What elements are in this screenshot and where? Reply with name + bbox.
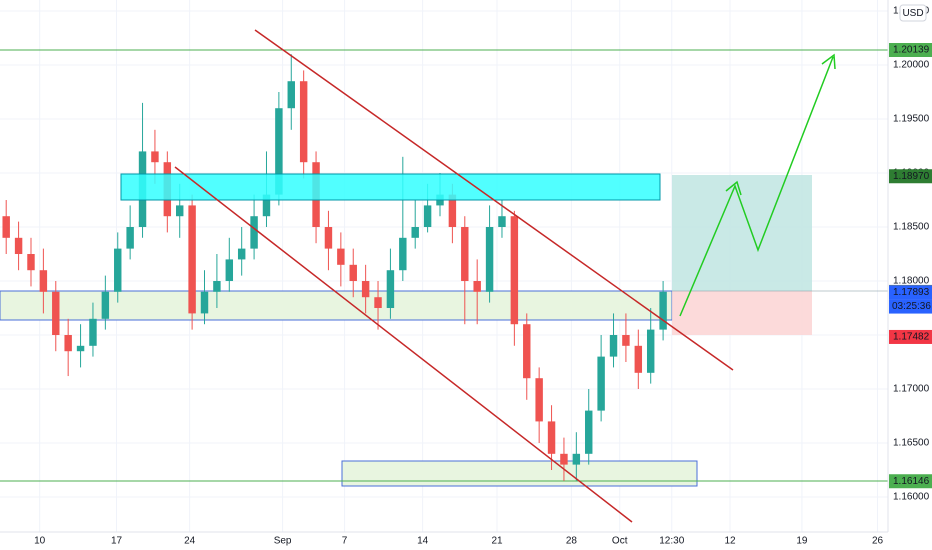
x-tick-label: 14	[417, 536, 429, 547]
axes: 1.160001.165001.170001.175001.180001.185…	[34, 6, 932, 547]
candle-body	[176, 205, 184, 217]
candle-body	[374, 297, 382, 309]
price-marker	[889, 169, 932, 184]
candle-body	[64, 335, 72, 352]
candle-body	[448, 194, 457, 228]
price-marker-label: 1.16146	[893, 476, 930, 487]
candle-body	[572, 453, 581, 465]
candle-body	[386, 270, 395, 309]
candle-body	[659, 291, 667, 330]
y-tick-label: 1.19500	[893, 114, 930, 125]
price-axis	[888, 0, 932, 550]
stop-box	[672, 291, 812, 335]
x-tick-label: 26	[872, 536, 884, 547]
arrow-head	[821, 53, 836, 70]
x-tick-label: 19	[796, 536, 808, 547]
x-tick-label: 7	[342, 536, 348, 547]
candle-body	[39, 270, 48, 292]
candle-body	[411, 227, 419, 238]
candle-body	[597, 356, 605, 411]
x-tick-label: Sep	[274, 536, 292, 547]
trendline	[254, 29, 734, 371]
x-tick-label: 17	[111, 536, 123, 547]
candle-body	[237, 248, 246, 260]
price-marker	[889, 43, 932, 58]
candle-body	[646, 329, 655, 373]
drawings	[0, 49, 932, 487]
y-tick-label: 1.16000	[893, 492, 930, 503]
price-marker	[889, 474, 932, 489]
candle-body	[361, 281, 370, 298]
candle-body	[461, 227, 469, 282]
x-tick-label: 24	[184, 536, 196, 547]
price-marker-label: 1.20139	[893, 45, 930, 56]
time-axis	[0, 532, 888, 550]
candle-body	[523, 324, 531, 379]
countdown: 03:25:36	[892, 301, 931, 312]
candle-body	[399, 237, 407, 271]
y-tick-label: 1.20000	[893, 60, 930, 71]
candle-body	[324, 227, 333, 249]
candle-body	[287, 81, 295, 109]
candle-body	[485, 227, 494, 292]
candle-body	[101, 291, 110, 319]
x-tick-label: 21	[491, 536, 503, 547]
candle-body	[2, 216, 10, 238]
price-marker-label: 1.17482	[893, 332, 930, 343]
candle-body	[27, 254, 35, 271]
candle-body	[510, 216, 519, 325]
x-tick-label: 10	[34, 536, 46, 547]
candle-body	[560, 453, 568, 465]
candle-body	[299, 81, 308, 163]
candle-body	[262, 194, 271, 217]
x-tick-label: 12	[724, 536, 736, 547]
price-marker	[889, 329, 932, 344]
price-marker	[889, 285, 932, 300]
candle-body	[609, 335, 618, 357]
candle-body	[423, 205, 432, 228]
candle-body	[275, 108, 283, 195]
candle-body	[337, 248, 345, 265]
candle-body	[52, 291, 60, 336]
x-tick-label: 28	[566, 536, 578, 547]
target-box	[672, 175, 812, 291]
candle-body	[634, 345, 643, 373]
drawings	[120, 29, 836, 523]
y-tick-label: 1.18000	[893, 276, 930, 287]
y-tick-label: 1.16500	[893, 438, 930, 449]
candle-body	[151, 151, 159, 163]
projection-arrow	[679, 56, 834, 317]
currency: USD	[902, 8, 923, 19]
trendline	[174, 166, 633, 523]
y-tick-label: 1.17000	[893, 384, 930, 395]
candle-body	[535, 378, 543, 422]
candle-body	[498, 216, 506, 228]
candle-body	[200, 291, 209, 314]
countdown-box	[889, 299, 932, 314]
candle-body	[114, 248, 122, 292]
candle-body	[89, 318, 97, 346]
candle-body	[622, 335, 630, 346]
candle-body	[126, 227, 134, 249]
candle-body	[473, 281, 481, 292]
arrow-head	[725, 180, 742, 196]
candle-body	[188, 205, 196, 314]
x-tick-label: 12:30	[659, 536, 684, 547]
candle-body	[349, 264, 357, 282]
y-tick-label: 1.18500	[893, 222, 930, 233]
support-zone	[0, 290, 673, 321]
candle-body	[213, 281, 221, 292]
currency-badge[interactable]	[899, 4, 927, 22]
candle-body	[76, 345, 85, 352]
candle-body	[225, 259, 234, 282]
demand-zone	[341, 460, 698, 487]
candle-body	[250, 216, 258, 249]
price-marker-label: 1.17893	[893, 287, 930, 298]
candle-body	[585, 410, 593, 454]
candle-body	[14, 237, 23, 255]
candle-body	[547, 421, 556, 454]
x-tick-label: Oct	[612, 536, 628, 547]
price-marker-label: 1.18970	[893, 171, 930, 182]
